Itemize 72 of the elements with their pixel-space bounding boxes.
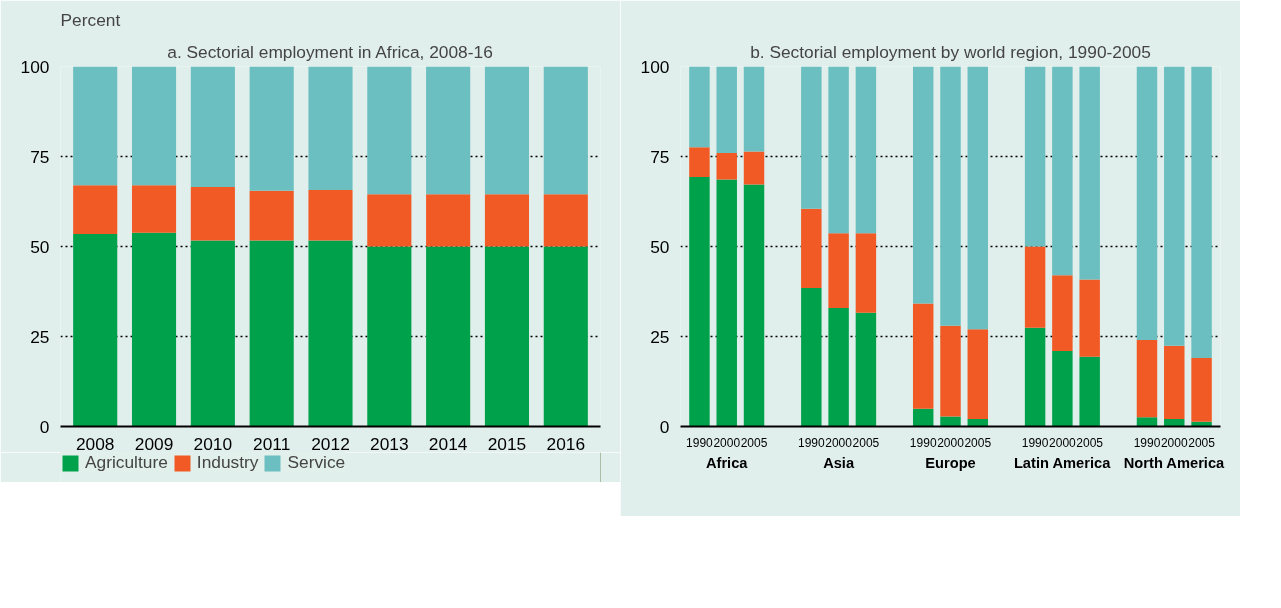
text: Asia (823, 454, 855, 471)
y-tick-label: 75 (650, 146, 670, 167)
bar (190, 240, 235, 427)
x-tick-label: 2009 (134, 433, 174, 454)
legend-label: Industry (196, 452, 259, 473)
x-tick-label: 2010 (193, 433, 233, 454)
bar (249, 190, 294, 241)
x-tick-label: 2015 (487, 433, 527, 454)
x-tick-label: 1990 (1021, 435, 1049, 450)
x-tick-label: 2005 (964, 435, 992, 450)
bar (484, 66, 530, 195)
y-axis-title: Percent (60, 9, 121, 30)
x-tick-label: 2000 (825, 435, 853, 450)
y-tick-label: 100 (20, 56, 50, 77)
bar (367, 194, 412, 247)
bar (426, 66, 471, 195)
x-tick-label: 1990 (1133, 435, 1161, 450)
bar (131, 66, 177, 186)
bar (131, 232, 177, 427)
x-tick-label: 1990 (686, 435, 714, 450)
x-tick-label: 2000 (937, 435, 965, 450)
y-tick-label: 25 (650, 326, 670, 347)
bar (249, 66, 294, 191)
bar (73, 233, 118, 427)
bar (543, 194, 588, 247)
x-tick-label: 2005 (852, 435, 880, 450)
text: Latin America (1013, 454, 1112, 471)
x-tick-label: 2012 (311, 433, 350, 454)
bar (308, 189, 353, 241)
x-tick-label: 2005 (1188, 435, 1216, 450)
text: Europe (925, 454, 976, 471)
bar (543, 246, 588, 427)
y-tick-label: 25 (30, 326, 50, 347)
x-tick-label: 2005 (740, 435, 768, 450)
bar (190, 187, 235, 241)
bar (426, 194, 471, 247)
x-tick-label: 2016 (546, 433, 586, 454)
bar (543, 66, 588, 195)
bar (249, 240, 294, 427)
y-tick-label: 50 (30, 236, 50, 257)
bar (190, 66, 235, 188)
text: Africa (705, 454, 749, 471)
bar (484, 246, 530, 427)
y-tick-label: 0 (39, 416, 50, 437)
legend-label: Service (287, 452, 346, 473)
bar (308, 240, 353, 427)
bar (426, 246, 471, 427)
x-tick-label: 2013 (370, 433, 409, 454)
y-tick-label: 50 (650, 236, 670, 257)
x-tick-label: 2005 (1076, 435, 1104, 450)
bar (367, 66, 412, 195)
chart-title: b. Sectorial employment by world region, 1990-2005 (750, 41, 1151, 62)
x-tick-label: 2000 (1049, 435, 1077, 450)
bar (308, 66, 353, 190)
text: North America (1123, 454, 1226, 471)
chart-title: a. Sectorial employment in Africa, 2008-16 (167, 41, 493, 62)
bar (131, 185, 177, 233)
bar (367, 246, 412, 427)
x-tick-label: 2000 (713, 435, 741, 450)
x-tick-label: 1990 (909, 435, 937, 450)
x-tick-label: 2000 (1160, 435, 1188, 450)
x-tick-label: 2011 (253, 433, 291, 454)
bar (484, 194, 530, 247)
bar (73, 66, 118, 186)
y-tick-label: 0 (659, 416, 670, 437)
x-tick-label: 2008 (75, 433, 115, 454)
y-tick-label: 75 (30, 146, 50, 167)
x-tick-label: 1990 (797, 435, 825, 450)
bar (73, 185, 118, 234)
x-tick-label: 2014 (428, 433, 468, 454)
legend-label: Agriculture (85, 452, 168, 473)
y-tick-label: 100 (640, 56, 670, 77)
